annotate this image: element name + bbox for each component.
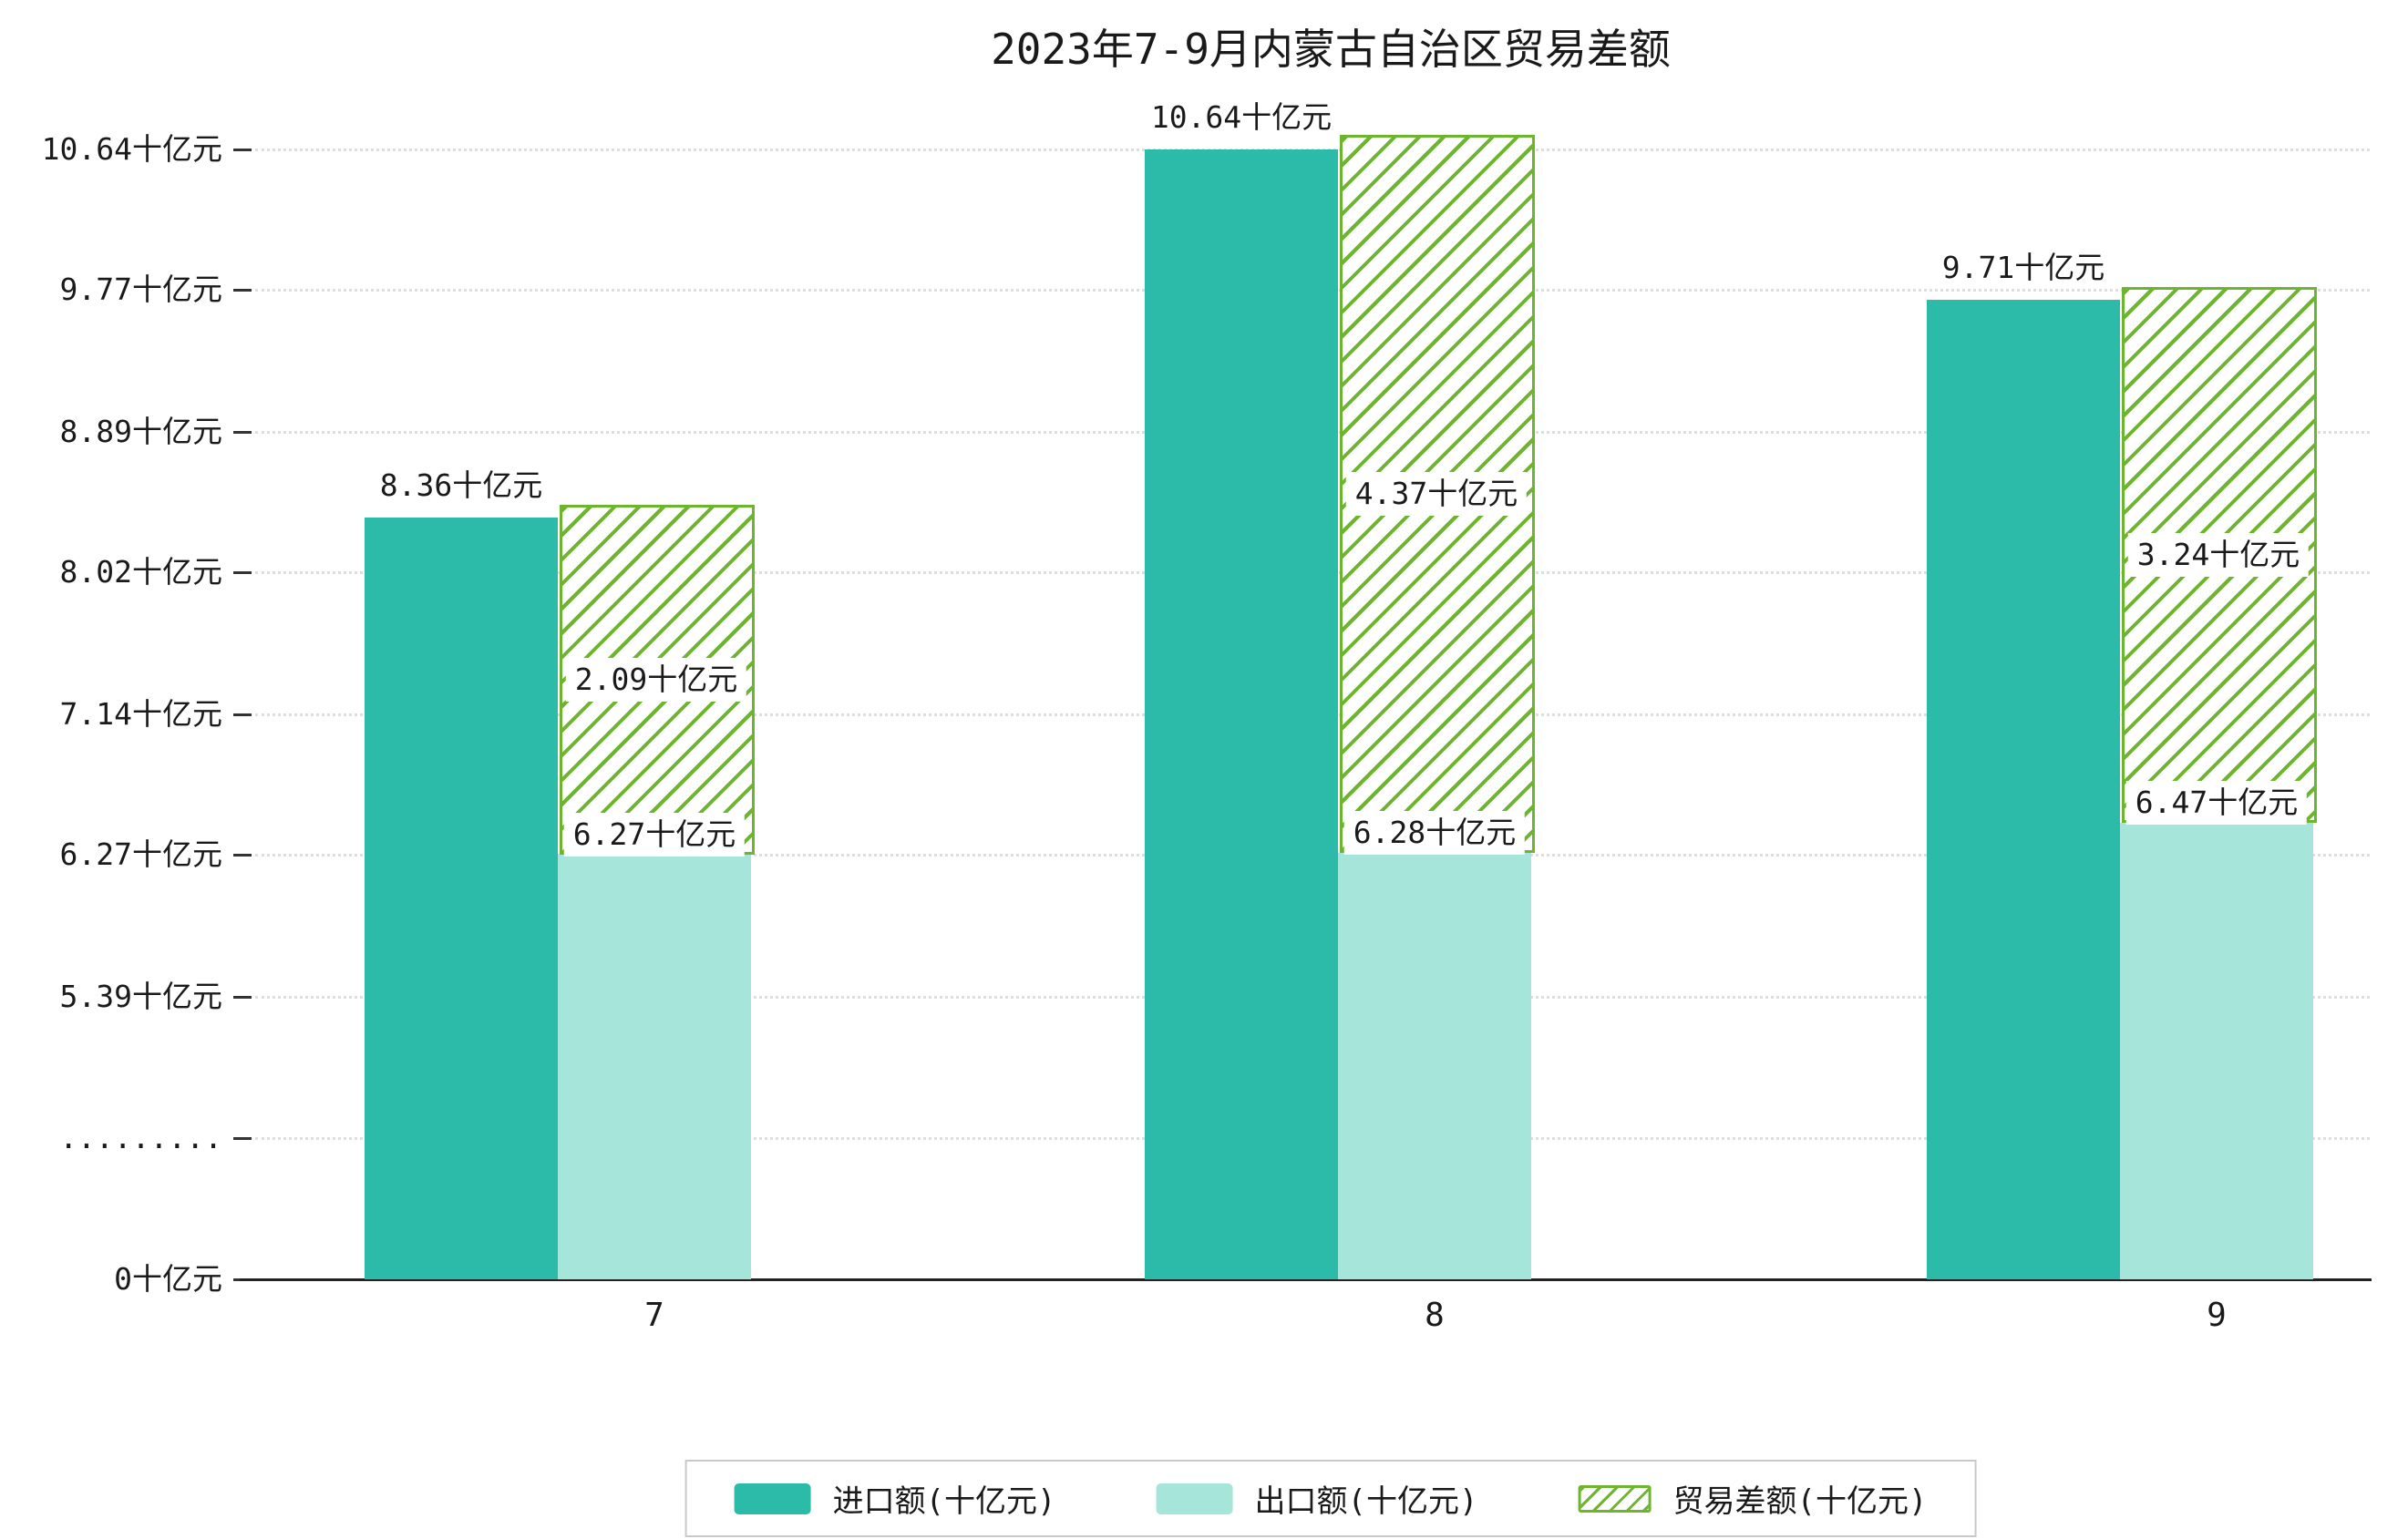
export-value-label: 6.28十亿元 — [1343, 811, 1526, 856]
y-axis-tick-mark — [233, 1137, 252, 1140]
trade-balance-value-label: 2.09十亿元 — [565, 657, 747, 702]
y-axis-tick-label: 0十亿元 — [114, 1261, 222, 1297]
export-bar — [2120, 822, 2313, 1279]
import-swatch-icon — [734, 1483, 811, 1514]
y-axis-tick-mark — [233, 713, 252, 716]
legend-label-export: 出口额(十亿元) — [1254, 1483, 1478, 1520]
y-axis-tick-label: 7.14十亿元 — [59, 695, 222, 732]
y-axis-tick-label: ......... — [59, 1120, 222, 1155]
legend-item-export: 出口额(十亿元) — [1156, 1476, 1478, 1521]
legend: 进口额(十亿元) 出口额(十亿元) 贸易差额(十亿元) — [684, 1460, 1977, 1537]
y-axis-tick-mark — [233, 430, 252, 434]
import-bar — [365, 517, 558, 1279]
import-value-label: 10.64十亿元 — [1150, 99, 1333, 136]
y-axis-tick-mark — [233, 995, 252, 999]
x-axis-tick-label: 9 — [2207, 1297, 2227, 1334]
export-value-label: 6.27十亿元 — [563, 813, 746, 857]
export-bar — [558, 855, 751, 1279]
y-axis-tick-label: 8.02十亿元 — [59, 554, 222, 590]
legend-item-trade-balance: 贸易差额(十亿元) — [1578, 1476, 1927, 1521]
legend-label-trade-balance: 贸易差额(十亿元) — [1672, 1483, 1928, 1520]
legend-label-import: 进口额(十亿元) — [832, 1483, 1056, 1520]
import-bar — [1927, 299, 2120, 1279]
x-axis-line — [240, 1278, 2372, 1281]
trade-balance-swatch-icon — [1578, 1484, 1652, 1513]
trade-balance-value-label: 3.24十亿元 — [2127, 532, 2310, 577]
y-axis-tick-label: 10.64十亿元 — [41, 131, 222, 168]
export-value-label: 6.47十亿元 — [2125, 780, 2308, 825]
y-axis-tick-mark — [233, 149, 252, 152]
export-swatch-icon — [1156, 1483, 1233, 1514]
chart-title: 2023年7-9月内蒙古自治区贸易差额 — [991, 25, 1671, 74]
x-axis-tick-label: 7 — [644, 1297, 664, 1334]
import-value-label: 8.36十亿元 — [379, 467, 543, 503]
y-axis-tick-label: 5.39十亿元 — [59, 978, 222, 1014]
import-bar — [1145, 149, 1338, 1279]
y-axis-tick-label: 9.77十亿元 — [59, 272, 222, 308]
y-axis-tick-mark — [233, 854, 252, 857]
legend-item-import: 进口额(十亿元) — [734, 1476, 1056, 1521]
import-value-label: 9.71十亿元 — [1941, 249, 2105, 285]
y-axis-tick-label: 8.89十亿元 — [59, 413, 222, 449]
y-axis-tick-mark — [233, 289, 252, 292]
y-axis-tick-label: 6.27十亿元 — [59, 836, 222, 872]
trade-balance-value-label: 4.37十亿元 — [1345, 472, 1528, 517]
y-axis-tick-mark — [233, 571, 252, 575]
x-axis-tick-label: 8 — [1425, 1297, 1445, 1334]
export-bar — [1338, 853, 1531, 1279]
